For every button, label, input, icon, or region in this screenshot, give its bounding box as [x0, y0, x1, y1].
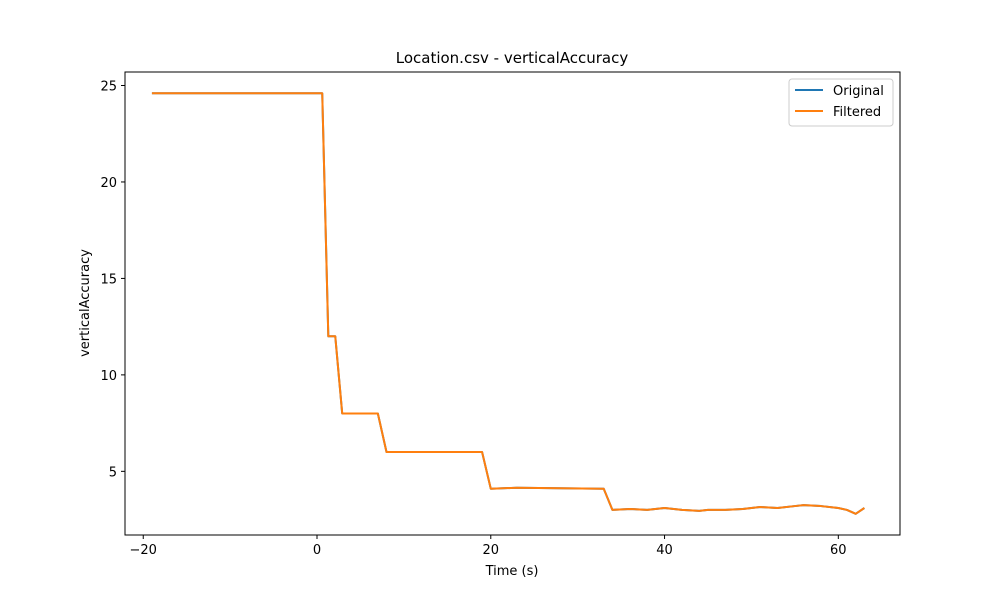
y-tick-label: 5: [109, 465, 117, 480]
x-tick-label: −20: [130, 543, 157, 558]
y-axis: 5 10 15 20 25: [100, 80, 125, 480]
y-tick-label: 20: [100, 176, 117, 191]
series-layer: [151, 92, 865, 515]
x-axis: −20 0 20 40 60: [130, 535, 847, 558]
y-tick-label: 15: [100, 272, 117, 287]
plot-frame: [124, 71, 901, 536]
legend-label-filtered: Filtered: [833, 105, 881, 120]
legend: Original Filtered: [788, 78, 894, 127]
x-tick-label: 0: [313, 543, 321, 558]
series-line-filtered: [151, 92, 865, 515]
y-axis-label: verticalAccuracy: [78, 249, 93, 357]
x-tick-label: 60: [830, 543, 847, 558]
x-axis-label: Time (s): [485, 564, 539, 579]
x-tick-label: 20: [483, 543, 500, 558]
chart-title: Location.csv - verticalAccuracy: [396, 49, 629, 67]
y-tick-label: 10: [100, 369, 117, 384]
x-tick-label: 40: [656, 543, 673, 558]
plot-area: [151, 92, 865, 515]
y-tick-label: 25: [100, 80, 117, 95]
legend-label-original: Original: [833, 84, 884, 99]
